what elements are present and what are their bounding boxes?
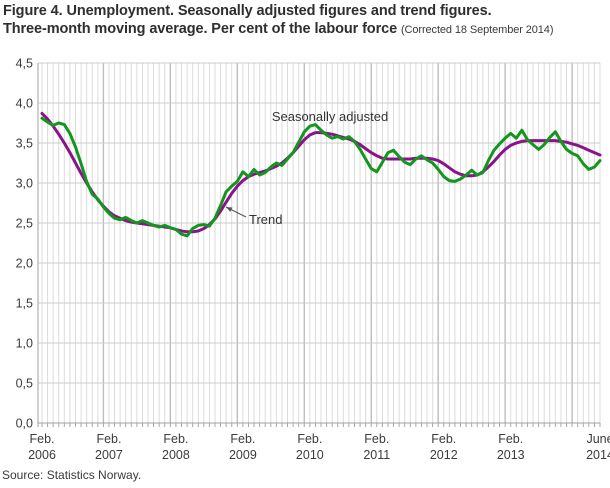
y-tick-label: 2,0	[16, 257, 33, 271]
x-tick-label-month: Feb.	[29, 432, 54, 446]
unemployment-line-chart: 4,54,03,53,02,52,01,51,00,50,0Feb.2006Fe…	[16, 57, 610, 463]
title-line1: Figure 4. Unemployment. Seasonally adjus…	[3, 3, 492, 19]
x-tick-label-month: Feb.	[297, 432, 322, 446]
chart-title: Figure 4. Unemployment. Seasonally adjus…	[3, 2, 609, 39]
x-tick-label-year: 2012	[430, 448, 458, 462]
trend-label: Trend	[249, 212, 282, 227]
x-tick-label-month: Feb.	[364, 432, 389, 446]
x-tick-label-year: 2010	[296, 448, 324, 462]
x-tick-label-year: 2011	[363, 448, 390, 462]
y-tick-label: 2,5	[16, 217, 33, 231]
y-tick-label: 4,0	[16, 97, 33, 111]
x-tick-label-year: 2009	[229, 448, 257, 462]
x-tick-label-year: 2013	[497, 448, 525, 462]
y-tick-label: 0,5	[16, 377, 33, 391]
source-note: Source: Statistics Norway.	[2, 468, 142, 482]
seasonally-adjusted-label: Seasonally adjusted	[272, 109, 388, 124]
x-tick-label-year: 2014	[586, 448, 610, 462]
title-line2: Three-month moving average. Per cent of …	[3, 21, 554, 37]
y-tick-label: 3,5	[16, 137, 33, 151]
x-tick-label-month: Feb.	[163, 432, 188, 446]
annotation-arrow-head	[226, 207, 233, 212]
y-tick-label: 1,5	[16, 297, 33, 311]
x-tick-label-month: Feb.	[230, 432, 255, 446]
x-tick-label-month: Feb.	[96, 432, 121, 446]
x-tick-label-year: 2007	[95, 448, 123, 462]
x-tick-label-year: 2006	[28, 448, 56, 462]
x-tick-label-year: 2008	[162, 448, 190, 462]
x-tick-label-month: June	[586, 432, 610, 446]
series-line-seasonally-adjusted	[40, 116, 602, 238]
y-tick-label: 4,5	[16, 57, 33, 71]
y-tick-label: 0,0	[16, 417, 33, 431]
y-tick-label: 3,0	[16, 177, 33, 191]
title-corrected-note: (Corrected 18 September 2014)	[400, 24, 554, 36]
x-tick-label-month: Feb.	[498, 432, 523, 446]
x-tick-label-month: Feb.	[431, 432, 456, 446]
y-tick-label: 1,0	[16, 337, 33, 351]
